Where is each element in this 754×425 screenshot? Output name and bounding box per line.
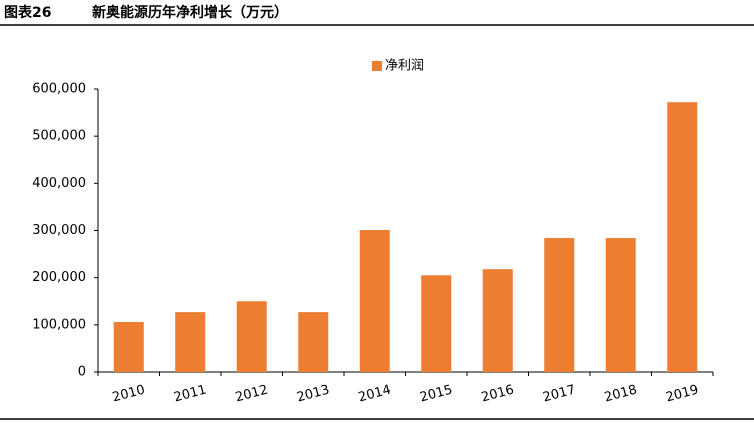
bar <box>421 275 452 372</box>
chart-title: 新奥能源历年净利增长（万元） <box>92 4 288 21</box>
bar <box>236 301 267 372</box>
y-tick-label: 0 <box>78 365 86 380</box>
x-tick-label: 2017 <box>541 382 577 405</box>
legend-label: 净利润 <box>385 59 424 74</box>
bar <box>605 238 636 372</box>
x-tick-label: 2015 <box>418 382 454 405</box>
bar <box>175 312 206 372</box>
bar <box>544 238 575 372</box>
x-tick-label: 2011 <box>172 382 208 405</box>
y-tick-label: 600,000 <box>32 82 86 97</box>
x-tick-label: 2014 <box>357 382 393 405</box>
y-tick-label: 500,000 <box>32 129 86 144</box>
x-tick-label: 2012 <box>234 382 270 405</box>
bar <box>667 102 698 372</box>
x-tick-label: 2013 <box>295 382 331 405</box>
x-tick-label: 2016 <box>480 382 516 405</box>
figure-label: 图表26 <box>4 4 51 21</box>
bar <box>298 312 329 372</box>
bar <box>113 322 144 372</box>
y-tick-label: 200,000 <box>32 270 86 285</box>
legend-swatch <box>372 61 382 71</box>
x-tick-label: 2010 <box>111 382 147 405</box>
x-tick-label: 2018 <box>603 382 639 405</box>
y-tick-label: 100,000 <box>32 317 86 332</box>
bar <box>482 269 513 372</box>
y-tick-label: 400,000 <box>32 176 86 191</box>
x-tick-label: 2019 <box>664 382 700 405</box>
bar <box>359 230 390 372</box>
y-tick-label: 300,000 <box>32 223 86 238</box>
